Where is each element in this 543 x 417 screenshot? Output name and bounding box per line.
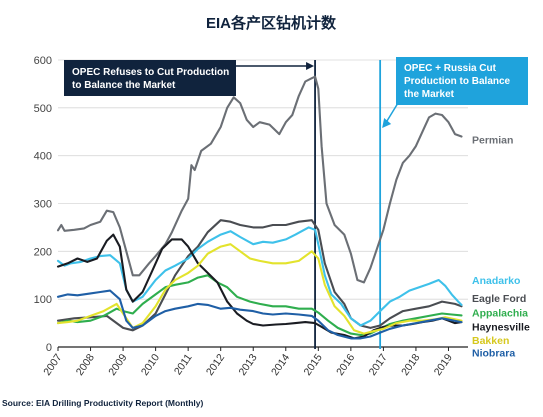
x-tick-label: 2014	[269, 352, 292, 378]
y-tick-label: 300	[34, 199, 52, 211]
x-tick-label: 2011	[172, 352, 195, 378]
series-label-permian: Permian	[472, 134, 513, 146]
y-tick-label: 0	[46, 342, 52, 354]
series-labels: Permian Anadarko Eagle Ford AppalachiaHayne…	[472, 134, 530, 359]
series-label-appalachia: Appalachia	[472, 308, 528, 320]
series-label-niobrara: Niobrara	[472, 348, 515, 360]
y-tick-label: 500	[34, 103, 52, 115]
y-tick-label: 600	[34, 55, 52, 67]
x-tick-label: 2016	[334, 352, 357, 378]
series-line-appalachia	[56, 274, 463, 337]
x-tick-label: 2017	[367, 352, 390, 378]
annotation-lines	[314, 60, 382, 349]
series-lines	[56, 75, 463, 340]
annotation-arrowhead	[306, 62, 315, 70]
x-axis: 2007 2008 2009 2010 2011 2012 2013 2014 2015 2016…	[41, 347, 455, 378]
x-tick-label: 2012	[204, 352, 227, 378]
series-label-eagle-ford: Eagle Ford	[472, 293, 526, 305]
x-tick-label: 2009	[106, 352, 129, 378]
annotation-box	[396, 57, 528, 105]
source-note: Source: EIA Drilling Productivity Report…	[2, 398, 204, 408]
y-tick-label: 100	[34, 294, 52, 306]
annotation-text: OPEC + Russia Cut	[404, 63, 497, 74]
y-axis: 0 100 200 300 400 500 600	[34, 55, 52, 354]
series-label-haynesville: Haynesville	[472, 321, 530, 333]
series-label-bakken: Bakken	[472, 335, 509, 347]
annotation-arrowhead	[382, 118, 392, 128]
y-tick-label: 200	[34, 246, 52, 258]
x-tick-label: 2015	[302, 352, 325, 378]
y-tick-label: 400	[34, 151, 52, 163]
series-label-anadarko: Anadarko	[472, 275, 520, 287]
annotation-text: OPEC Refuses to Cut Production	[72, 67, 229, 78]
annotation-boxes: OPEC Refuses to Cut Production to Balance…	[64, 57, 528, 128]
x-tick-label: 2010	[139, 352, 162, 378]
series-line-permian	[56, 75, 463, 284]
x-tick-label: 2013	[236, 352, 259, 378]
annotation-text: the Market	[404, 89, 455, 100]
annotation-text: to Balance the Market	[72, 80, 176, 91]
chart-title: EIA各产区钻机计数	[206, 14, 337, 32]
x-tick-label: 2008	[74, 352, 97, 378]
annotation-box	[64, 60, 236, 96]
series-line-niobrara	[56, 289, 463, 340]
x-tick-label: 2018	[399, 352, 422, 378]
series-line-anadarko	[56, 226, 463, 327]
annotation-text: Production to Balance	[404, 76, 511, 87]
annotation-arrow	[384, 102, 399, 125]
x-tick-label: 2007	[41, 352, 64, 378]
x-tick-label: 2019	[432, 352, 455, 378]
